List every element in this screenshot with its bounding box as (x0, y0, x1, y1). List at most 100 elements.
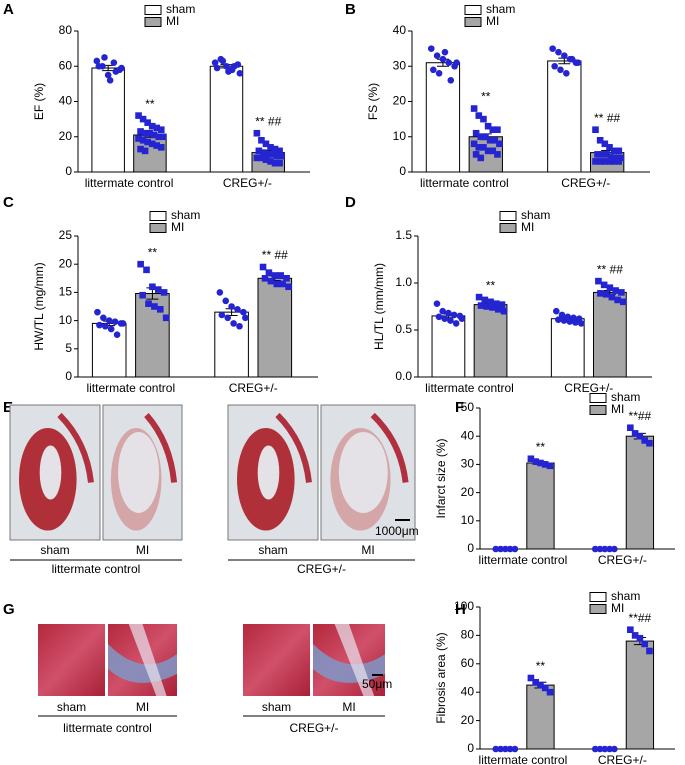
data-point (159, 133, 167, 141)
data-point (496, 140, 503, 148)
image-caption: MI (136, 543, 149, 557)
data-point (481, 296, 489, 304)
data-point (497, 545, 504, 553)
data-point (441, 315, 448, 323)
data-point (211, 59, 219, 67)
data-point (93, 57, 101, 65)
data-point (148, 122, 156, 130)
image-caption: sham (262, 700, 291, 714)
data-point (492, 545, 500, 553)
data-point (218, 311, 226, 319)
image-caption: MI (342, 700, 355, 714)
data-point (450, 311, 458, 319)
data-point (271, 145, 279, 153)
legend-swatch (149, 211, 167, 221)
heart-chamber (338, 432, 388, 513)
legend-swatch (149, 223, 167, 233)
data-point (591, 545, 599, 553)
data-point (285, 283, 292, 291)
data-point (157, 126, 165, 133)
data-point (95, 62, 103, 70)
data-point (627, 626, 634, 634)
data-point (552, 307, 560, 315)
x-tick-label: littermate control (479, 753, 568, 765)
data-point (596, 745, 604, 753)
image-caption: MI (136, 700, 149, 714)
data-point (258, 154, 265, 162)
y-tick-label: 20 (461, 713, 475, 727)
y-tick-label: 50 (461, 400, 475, 414)
data-point (491, 136, 499, 144)
y-tick-label: 20 (393, 94, 407, 108)
y-tick-label: 60 (461, 656, 475, 670)
data-point (494, 306, 502, 313)
bar (425, 62, 461, 173)
significance-label: **## (629, 611, 652, 625)
data-point (636, 634, 644, 642)
scale-bar-label: 50μm (362, 677, 392, 691)
data-point (470, 140, 478, 148)
y-tick-label: 100 (454, 599, 474, 613)
data-point (480, 115, 487, 123)
bar (547, 60, 582, 173)
scale-bar-label: 1000μm (375, 524, 419, 538)
data-point (96, 321, 103, 329)
bar (91, 67, 125, 173)
legend-label: MI (521, 220, 534, 234)
data-point (453, 59, 460, 67)
data-point (234, 306, 241, 313)
data-point (610, 158, 618, 165)
data-point (592, 126, 599, 133)
data-point (445, 59, 453, 67)
legend-swatch (464, 5, 482, 15)
significance-label: ** (536, 440, 546, 454)
data-point (606, 158, 613, 165)
y-tick-label: 40 (393, 23, 407, 37)
data-point (606, 545, 613, 553)
y-axis-label: EF (%) (32, 83, 46, 120)
data-point (595, 277, 602, 285)
data-point (631, 430, 639, 437)
data-point (224, 314, 232, 322)
data-point (636, 432, 644, 440)
y-tick-label: 25 (59, 228, 73, 242)
data-point (532, 458, 539, 465)
data-point (283, 275, 290, 282)
data-point (475, 112, 483, 119)
data-point (265, 269, 273, 276)
y-tick-label: 15 (59, 285, 73, 299)
panel-letter: H (455, 601, 466, 618)
data-point (102, 322, 109, 330)
panel-letter: G (3, 601, 15, 618)
data-point (236, 70, 244, 77)
data-point (541, 684, 549, 692)
data-point (489, 126, 497, 133)
data-point (230, 62, 238, 70)
panel-letter: E (3, 399, 13, 416)
legend-label: sham (521, 208, 550, 222)
data-point (94, 308, 101, 316)
data-point (537, 459, 544, 467)
data-point (484, 147, 492, 155)
image-caption: sham (258, 543, 287, 557)
data-point (278, 152, 285, 160)
data-point (489, 304, 496, 311)
data-point (145, 300, 152, 307)
data-point (641, 640, 648, 648)
data-point (146, 129, 153, 137)
legend-swatch (499, 211, 517, 221)
legend-swatch (589, 592, 607, 602)
data-point (555, 48, 562, 56)
data-point (225, 68, 232, 75)
y-tick-label: 0 (467, 741, 474, 755)
bar (625, 435, 655, 550)
data-point (435, 313, 443, 321)
y-tick-label: 20 (59, 256, 73, 270)
data-point (502, 745, 509, 753)
data-point (144, 119, 151, 126)
data-point (433, 52, 441, 59)
data-point (255, 147, 263, 155)
data-point (498, 301, 506, 308)
data-point (472, 151, 480, 158)
data-point (557, 66, 564, 74)
